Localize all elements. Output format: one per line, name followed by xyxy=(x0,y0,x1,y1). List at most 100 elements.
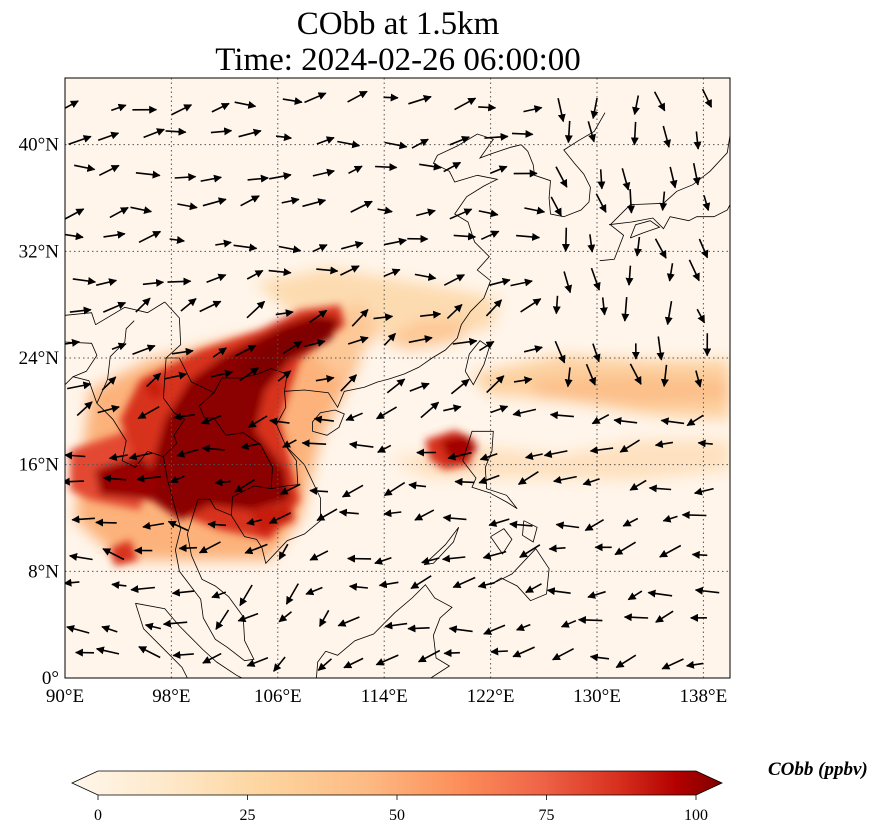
coastline xyxy=(608,204,730,230)
wind-arrow xyxy=(597,169,606,190)
wind-arrow xyxy=(621,168,631,191)
wind-arrow xyxy=(630,121,639,146)
wind-arrow xyxy=(383,268,401,277)
wind-arrow xyxy=(215,239,232,248)
wind-arrow xyxy=(200,174,222,183)
wind-arrow xyxy=(666,263,675,282)
wind-arrow xyxy=(95,646,120,655)
wind-arrow xyxy=(211,591,227,599)
wind-arrow xyxy=(443,404,462,413)
wind-arrow xyxy=(450,378,470,395)
wind-arrow xyxy=(482,550,507,560)
y-tick-label: 32°N xyxy=(19,241,60,262)
coastline xyxy=(96,320,135,404)
wind-arrow xyxy=(479,453,498,461)
wind-arrow xyxy=(101,376,117,391)
wind-arrow xyxy=(656,336,665,361)
wind-arrow xyxy=(484,132,509,141)
coastline xyxy=(423,527,460,566)
wind-arrow xyxy=(374,556,392,565)
wind-arrow xyxy=(210,127,233,136)
wind-arrow xyxy=(694,370,703,388)
coastline xyxy=(462,430,518,510)
wind-arrow xyxy=(454,97,477,111)
wind-arrow xyxy=(102,301,127,313)
wind-arrow xyxy=(582,478,600,486)
wind-arrow xyxy=(247,174,269,183)
wind-arrow xyxy=(625,265,634,286)
wind-arrow xyxy=(138,645,161,659)
wind-arrow xyxy=(383,481,406,497)
wind-arrow xyxy=(589,446,614,455)
wind-arrow xyxy=(477,581,495,589)
wind-arrow xyxy=(512,646,535,658)
wind-arrow xyxy=(282,97,303,105)
wind-arrow xyxy=(421,556,440,565)
colorbar-tick-label: 25 xyxy=(240,807,256,824)
wind-arrow xyxy=(375,163,398,172)
wind-arrow xyxy=(599,297,608,316)
wind-arrow xyxy=(509,520,533,529)
wind-arrow xyxy=(415,208,436,217)
wind-arrow xyxy=(309,486,329,495)
colorbar-tick-label: 50 xyxy=(389,807,405,824)
wind-arrow xyxy=(414,509,435,521)
wind-arrow xyxy=(543,450,568,459)
wind-arrow xyxy=(512,408,537,417)
wind-arrow xyxy=(278,611,293,623)
co-region xyxy=(95,455,160,500)
wind-arrow xyxy=(340,265,360,276)
wind-arrow xyxy=(383,237,407,246)
wind-arrow xyxy=(523,105,543,114)
x-tick-label: 138°E xyxy=(680,686,728,707)
wind-arrow xyxy=(659,191,668,211)
wind-arrow xyxy=(414,273,437,281)
coastline xyxy=(325,584,453,678)
wind-arrow xyxy=(621,297,630,322)
wind-arrow xyxy=(447,451,472,461)
wind-arrow xyxy=(490,165,508,174)
co-region xyxy=(300,300,380,380)
wind-arrow xyxy=(275,309,294,318)
wind-arrow xyxy=(691,550,708,559)
wind-arrow xyxy=(108,453,128,461)
colorbar-bar xyxy=(71,770,723,796)
wind-arrow xyxy=(313,415,334,424)
wind-arrow xyxy=(648,484,672,493)
wind-arrow xyxy=(316,508,338,522)
wind-arrow xyxy=(309,550,329,561)
x-tick-label: 122°E xyxy=(467,686,515,707)
coastline xyxy=(162,357,186,457)
wind-arrow xyxy=(591,413,610,425)
wind-arrow xyxy=(653,91,666,112)
wind-arrow xyxy=(546,587,571,596)
wind-arrow xyxy=(383,509,402,518)
wind-arrow xyxy=(65,100,79,109)
wind-arrow xyxy=(420,310,442,319)
wind-arrow xyxy=(478,209,499,218)
wind-arrow xyxy=(146,372,162,388)
wind-arrow xyxy=(589,653,610,662)
wind-arrow xyxy=(67,381,92,390)
wind-arrow xyxy=(202,197,227,207)
wind-arrow xyxy=(238,128,262,138)
wind-arrow xyxy=(345,412,363,421)
y-tick-label: 40°N xyxy=(19,135,60,156)
coastline xyxy=(135,603,188,678)
wind-arrow xyxy=(449,208,473,220)
wind-arrow xyxy=(555,521,580,530)
wind-arrow xyxy=(560,619,577,628)
wind-arrow xyxy=(111,103,127,112)
wind-arrow xyxy=(409,382,430,392)
co-region xyxy=(380,320,470,350)
wind-arrow xyxy=(383,93,399,102)
wind-arrow xyxy=(138,230,162,244)
y-tick-label: 8°N xyxy=(28,561,59,582)
wind-arrow xyxy=(207,520,227,529)
colorbar: 0 25 50 75 100 xyxy=(71,770,723,824)
wind-arrow xyxy=(587,234,596,253)
wind-arrow xyxy=(622,517,639,527)
wind-arrow xyxy=(443,274,466,286)
wind-arrow xyxy=(319,609,330,627)
coastline xyxy=(135,602,243,678)
